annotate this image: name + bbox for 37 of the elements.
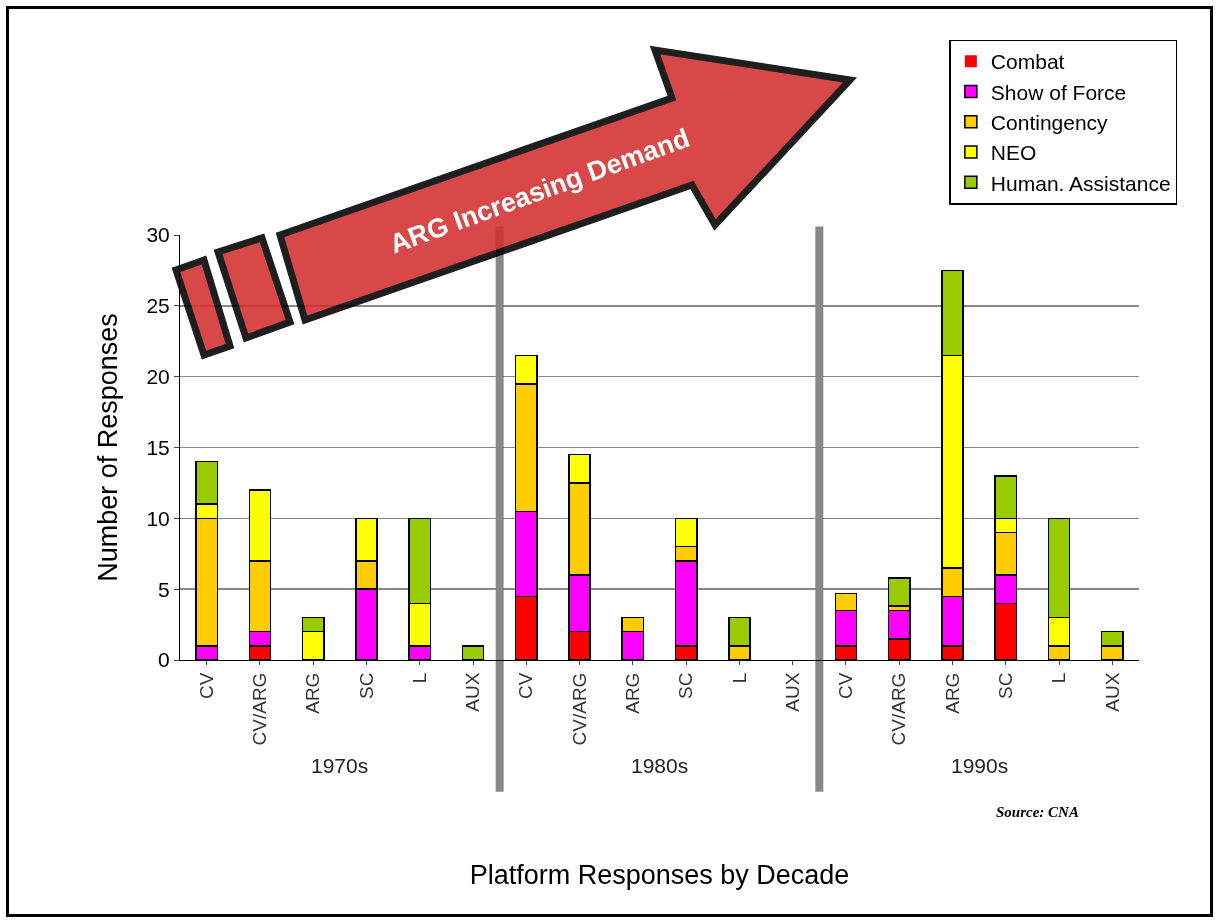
x-tick-label: CV/ARG xyxy=(568,672,590,746)
y-tick-label: 10 xyxy=(146,506,170,530)
x-tick-label: L xyxy=(1048,672,1070,684)
x-tick-label: CV xyxy=(195,672,217,700)
y-tick-label: 20 xyxy=(146,365,170,389)
y-axis-title: Number of Responses xyxy=(93,313,124,582)
x-tick-label: AUX xyxy=(781,672,803,712)
x-tick-label: ARG xyxy=(302,672,324,714)
x-tick-label: CV xyxy=(835,672,857,700)
y-tick-label: 0 xyxy=(158,648,170,672)
y-tick-label: 25 xyxy=(146,294,170,318)
legend-label: Contingency xyxy=(990,110,1109,134)
x-axis-title: Platform Responses by Decade xyxy=(469,859,850,890)
text: 1980s xyxy=(631,754,689,777)
text: 1990s xyxy=(951,754,1009,777)
y-tick-label: 5 xyxy=(158,577,170,601)
legend-label: Combat xyxy=(990,50,1065,74)
x-tick-label: L xyxy=(408,672,430,684)
legend-label: NEO xyxy=(990,141,1037,165)
x-tick-label: CV/ARG xyxy=(249,672,271,746)
legend-label: Human. Assistance xyxy=(990,171,1171,195)
x-tick-label: AUX xyxy=(462,672,484,712)
x-tick-label: ARG xyxy=(941,672,963,714)
x-tick-label: CV xyxy=(515,672,537,700)
x-tick-label: AUX xyxy=(1101,672,1123,712)
x-tick-label: CV/ARG xyxy=(888,672,910,746)
x-tick-label: SC xyxy=(355,672,377,700)
x-tick-label: ARG xyxy=(622,672,644,714)
x-tick-label: SC xyxy=(994,672,1016,700)
x-tick-label: SC xyxy=(675,672,697,700)
legend-label: Show of Force xyxy=(990,80,1127,104)
y-tick-label: 30 xyxy=(146,223,170,247)
y-tick-label: 15 xyxy=(146,435,170,459)
bar xyxy=(887,577,911,607)
source-note: Source: CNA xyxy=(996,804,1079,820)
text: 1970s xyxy=(311,754,369,777)
x-tick-label: L xyxy=(728,672,750,684)
